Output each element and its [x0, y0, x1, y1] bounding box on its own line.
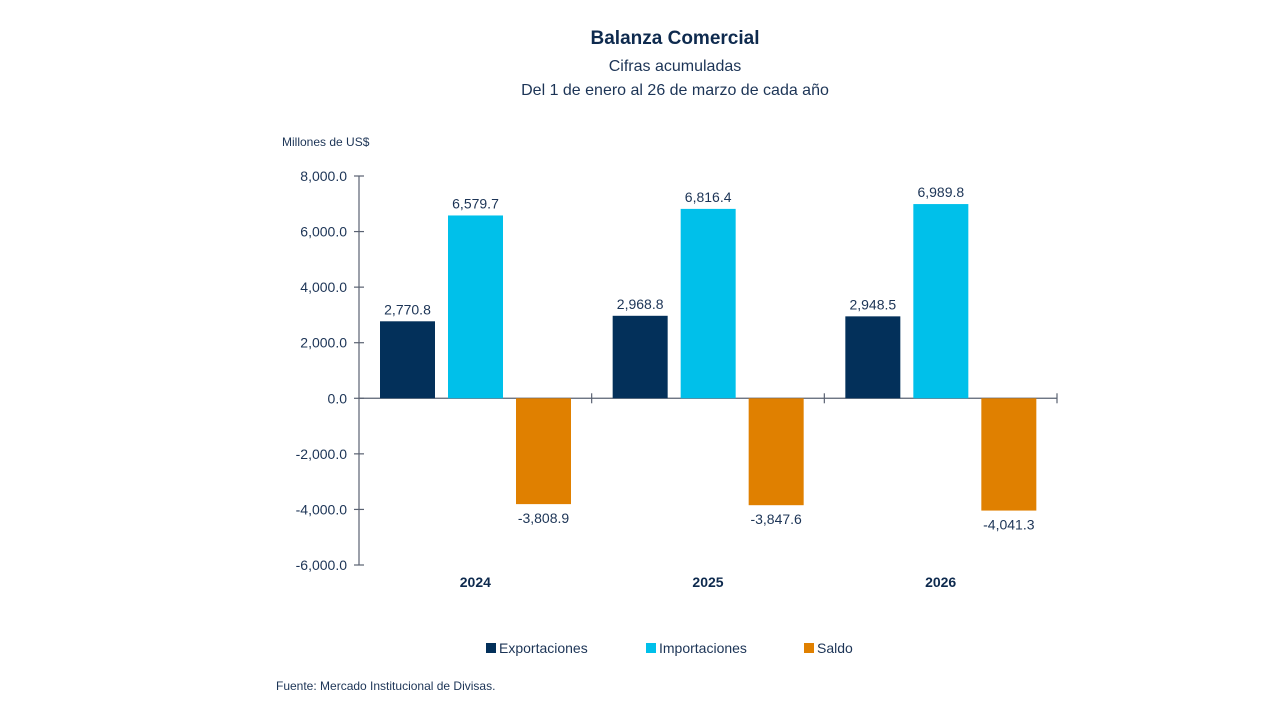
y-tick-label: -2,000.0	[296, 446, 348, 462]
x-category-label: 2026	[925, 574, 956, 590]
legend-swatch	[486, 643, 496, 653]
data-label: 2,968.8	[617, 296, 664, 312]
y-tick-label: 6,000.0	[300, 224, 347, 240]
legend-swatch	[804, 643, 814, 653]
data-label: 6,816.4	[685, 189, 732, 205]
bar-importaciones-2024	[448, 215, 503, 399]
legend-label: Saldo	[817, 640, 853, 656]
bar-exportaciones-2024	[380, 321, 435, 399]
chart-subtitle-2: Del 1 de enero al 26 de marzo de cada añ…	[521, 82, 829, 99]
data-label: -4,041.3	[983, 517, 1035, 533]
y-tick-label: 0.0	[328, 390, 348, 406]
legend-item-saldo: Saldo	[804, 640, 853, 656]
data-label: 6,579.7	[452, 195, 499, 211]
data-label: 2,770.8	[384, 301, 431, 317]
legend-swatch	[646, 643, 656, 653]
legend-item-importaciones: Importaciones	[646, 640, 747, 656]
y-tick-label: 2,000.0	[300, 335, 347, 351]
source-note: Fuente: Mercado Institucional de Divisas…	[276, 679, 496, 693]
y-axis-unit-label: Millones de US$	[282, 135, 370, 149]
x-category-label: 2024	[460, 574, 491, 590]
bar-saldo-2025	[748, 398, 804, 506]
bar-exportaciones-2026	[845, 316, 901, 399]
bar-saldo-2024	[516, 398, 571, 505]
y-tick-label: -4,000.0	[296, 501, 348, 517]
y-tick-label: 4,000.0	[300, 279, 347, 295]
legend-label: Importaciones	[659, 640, 747, 656]
data-label: 6,989.8	[917, 184, 964, 200]
y-tick-label: 8,000.0	[300, 168, 347, 184]
chart-title: Balanza Comercial	[590, 28, 760, 49]
data-label: 2,948.5	[849, 296, 896, 312]
data-label: -3,847.6	[750, 511, 802, 527]
x-category-label: 2025	[692, 574, 723, 590]
legend-label: Exportaciones	[499, 640, 588, 656]
data-label: -3,808.9	[518, 510, 570, 526]
chart-subtitle-1: Cifras acumuladas	[608, 58, 742, 75]
bar-exportaciones-2025	[612, 315, 668, 399]
legend-item-exportaciones: Exportaciones	[486, 640, 588, 656]
bar-saldo-2026	[981, 398, 1037, 511]
y-tick-label: -6,000.0	[296, 557, 348, 573]
bar-importaciones-2025	[680, 208, 736, 399]
bar-importaciones-2026	[913, 204, 969, 399]
